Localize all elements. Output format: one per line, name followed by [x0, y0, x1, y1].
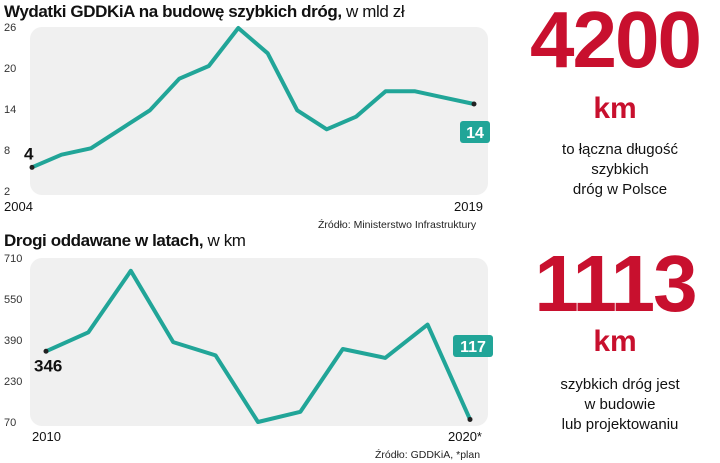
chart1-end-point: [471, 101, 477, 107]
chart1-ytick: 2: [4, 186, 11, 198]
chart2-series-line: [44, 268, 472, 424]
chart2-ytick: 230: [4, 376, 23, 388]
stat1-desc-line: szybkich: [591, 161, 649, 178]
chart2-title: Drogi oddawane w latach, w km: [4, 231, 246, 251]
chart1-ytick: 8: [4, 145, 11, 157]
stat1-desc-line: to łączna długość: [562, 141, 678, 158]
chart2-title-text: Drogi oddawane w latach,: [4, 231, 204, 250]
stat1-description: to łączna długość szybkich dróg w Polsce: [535, 140, 705, 200]
chart2-ytick: 390: [4, 335, 23, 347]
stat2-desc-line: w budowie: [584, 396, 656, 413]
stat2-description: szybkich dróg jest w budowie lub projekt…: [535, 375, 705, 435]
chart2-ytick: 550: [4, 294, 23, 306]
stat2-desc-line: szybkich dróg jest: [560, 376, 680, 393]
chart2-ytick: 710: [4, 253, 23, 265]
stat2-number: 1113: [534, 239, 697, 328]
chart1-end-value-badge: [460, 121, 490, 143]
chart2-x-end-label: 2020*: [448, 429, 482, 444]
chart1-plot-area: [30, 27, 488, 195]
chart1-title-text: Wydatki GDDKiA na budowę szybkich dróg,: [4, 2, 342, 21]
stat2-unit: km: [593, 325, 637, 358]
chart1-title-unit: w mld zł: [346, 2, 405, 21]
chart1-series-line: [30, 26, 476, 170]
stat1-desc-line: dróg w Polsce: [572, 181, 668, 198]
stat1-number: 4200: [530, 0, 702, 84]
chart1-end-value-label: 14: [466, 125, 484, 142]
chart2-end-point: [43, 348, 49, 354]
chart1-ytick: 26: [4, 22, 17, 34]
chart1-end-point: [29, 164, 35, 170]
chart1-x-end-label: 2019: [454, 199, 483, 214]
chart1-source: Źródło: Ministerstwo Infrastruktury: [318, 219, 477, 231]
chart2-end-value-label: 117: [460, 339, 486, 356]
chart2-title-unit: w km: [207, 231, 246, 250]
chart2-source: Źródło: GDDKiA, *plan: [375, 449, 481, 461]
chart2-ytick: 70: [4, 417, 17, 429]
chart1-start-value-label: 4: [24, 144, 34, 163]
chart1-title: Wydatki GDDKiA na budowę szybkich dróg, …: [4, 2, 405, 22]
chart1-ytick: 14: [4, 104, 17, 116]
stat2-desc-line: lub projektowaniu: [561, 416, 679, 433]
chart2-end-point: [467, 416, 473, 422]
chart2-start-value-label: 346: [34, 356, 62, 375]
chart2-end-value-badge: [453, 335, 493, 357]
chart1-x-start-label: 2004: [4, 199, 33, 214]
stat1-unit: km: [593, 92, 637, 125]
chart2-x-start-label: 2010: [32, 429, 61, 444]
chart2-plot-area: [30, 258, 488, 426]
chart1-ytick: 20: [4, 63, 17, 75]
